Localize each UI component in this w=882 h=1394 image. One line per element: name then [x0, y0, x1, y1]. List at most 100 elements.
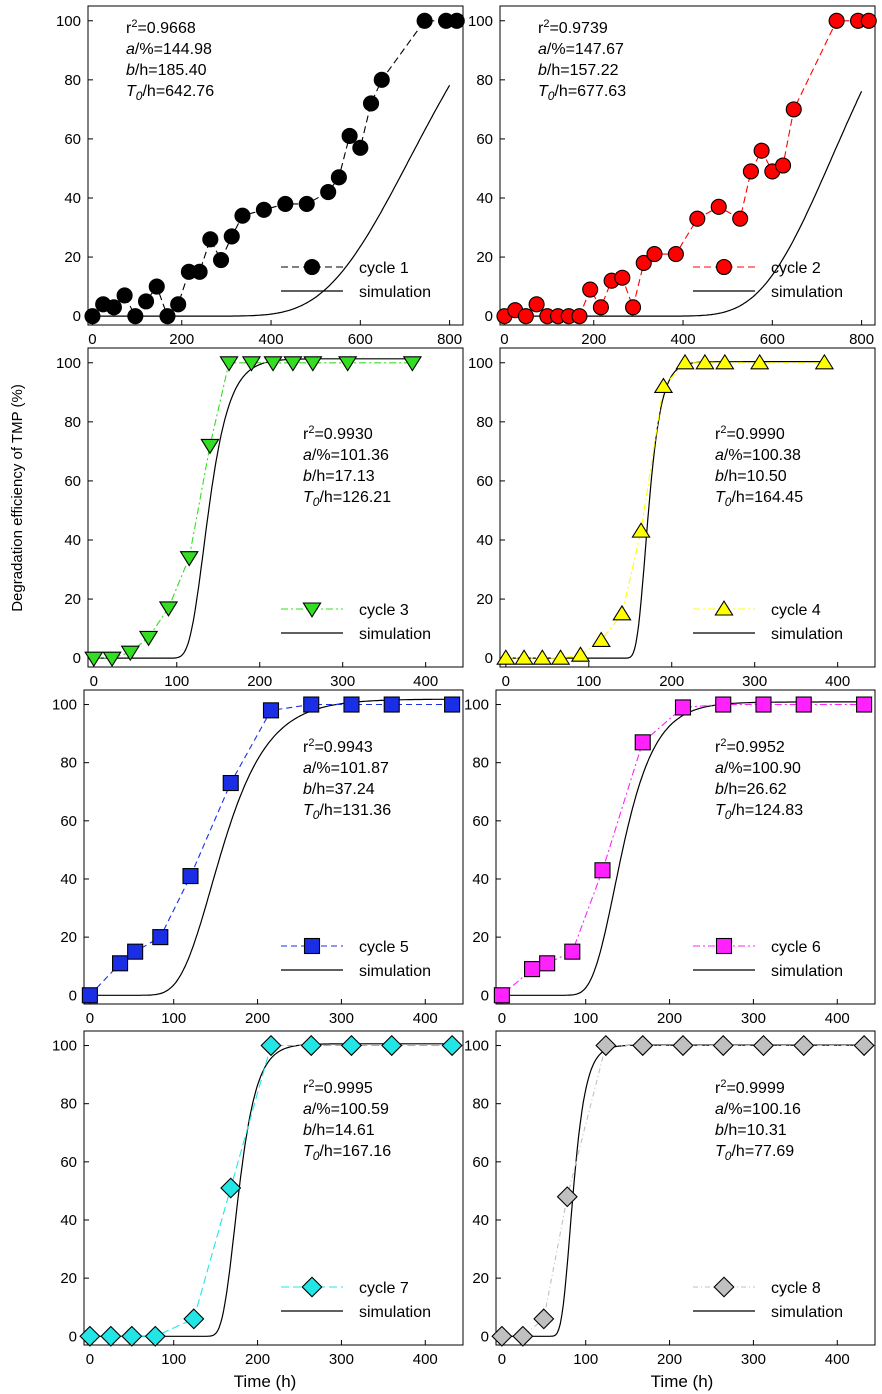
y-tick-label: 60 — [476, 131, 493, 148]
stat-r2-value: =0.9943 — [314, 739, 372, 756]
data-point — [514, 649, 534, 665]
data-point — [441, 1035, 463, 1057]
x-tick-label: 600 — [760, 331, 785, 348]
y-tick-label: 80 — [64, 72, 81, 89]
y-tick-label: 40 — [476, 532, 493, 549]
data-point — [320, 184, 337, 201]
data-point — [330, 169, 347, 186]
x-tick-label: 400 — [413, 673, 438, 690]
stat-value: /h=642.76 — [142, 83, 214, 100]
data-point — [612, 604, 632, 621]
stat-value: /h=677.63 — [554, 83, 626, 100]
stat-r2-value: =0.9739 — [549, 20, 607, 37]
stat-r2-superscript: 2 — [720, 1078, 726, 1090]
data-point — [416, 12, 433, 29]
y-tick-label: 60 — [60, 813, 77, 830]
stat-r2-value: =0.9999 — [726, 1080, 784, 1097]
x-tick-label: 100 — [573, 1351, 598, 1368]
data-point — [860, 12, 877, 29]
y-tick-label: 100 — [468, 355, 493, 372]
x-tick-label: 0 — [500, 331, 508, 348]
data-point — [550, 649, 571, 665]
y-tick-label: 0 — [69, 1328, 77, 1345]
stat-symbol: T — [303, 1143, 314, 1160]
data-point — [689, 210, 706, 227]
x-tick-label: 300 — [329, 1351, 354, 1368]
plot-frame — [83, 1030, 464, 1346]
data-point — [570, 646, 591, 662]
y-tick-label: 20 — [476, 249, 493, 266]
data-point — [635, 254, 652, 272]
stat-value: /%=100.90 — [724, 760, 801, 777]
data-point — [517, 308, 534, 325]
data-point — [595, 1035, 617, 1057]
data-point — [283, 356, 303, 372]
stat-t0: T0/h=124.83 — [715, 802, 803, 822]
stat-value: /h=26.62 — [724, 781, 787, 798]
y-tick-label: 60 — [472, 813, 489, 830]
stat-a: a/%=101.87 — [303, 760, 389, 777]
data-point — [592, 299, 609, 316]
y-tick-label: 100 — [52, 697, 77, 714]
stat-subscript: 0 — [725, 495, 732, 509]
stat-r2: r2=0.9739 — [538, 18, 608, 37]
x-tick-label: 200 — [581, 331, 606, 348]
y-tick-label: 60 — [64, 131, 81, 148]
y-tick-label: 20 — [64, 591, 81, 608]
data-point — [582, 281, 599, 298]
stat-a: a/%=101.36 — [303, 447, 389, 464]
x-tick-label: 400 — [671, 331, 696, 348]
data-point — [795, 696, 812, 713]
stat-r2: r2=0.9930 — [303, 424, 373, 443]
legend-label-series: cycle 5 — [359, 939, 409, 956]
data-point — [634, 734, 651, 751]
data-point — [182, 868, 199, 885]
stat-r2-superscript: 2 — [131, 18, 137, 30]
stat-symbol: a — [538, 41, 547, 58]
data-point — [632, 1035, 654, 1057]
stat-r2-value: =0.9930 — [314, 426, 372, 443]
data-point — [340, 1035, 363, 1057]
stat-value: /%=100.59 — [312, 1101, 389, 1118]
data-point — [158, 601, 179, 617]
data-point — [750, 353, 770, 370]
stat-subscript: 0 — [313, 495, 320, 509]
y-tick-label: 20 — [60, 929, 77, 946]
legend-marker — [715, 258, 733, 276]
data-point — [222, 774, 239, 792]
stat-value: /h=157.22 — [547, 62, 619, 79]
data-point — [793, 1035, 815, 1057]
y-tick-label: 40 — [64, 190, 81, 207]
stat-value: /h=77.69 — [731, 1143, 794, 1160]
data-point — [532, 649, 552, 665]
data-point — [715, 696, 732, 713]
x-tick-label: 400 — [825, 1010, 850, 1027]
stat-subscript: 0 — [136, 89, 143, 103]
data-point — [533, 1308, 555, 1330]
data-point — [352, 139, 369, 156]
data-point — [675, 353, 695, 370]
legend-label-series: cycle 2 — [771, 260, 821, 277]
data-point — [102, 651, 122, 668]
stat-b: b/h=26.62 — [715, 781, 787, 798]
stat-symbol: T — [303, 802, 314, 819]
stat-symbol: a — [303, 447, 312, 464]
y-tick-label: 80 — [472, 755, 489, 772]
stat-symbol: a — [303, 1101, 312, 1118]
y-tick-label: 20 — [60, 1270, 77, 1287]
x-tick-label: 300 — [741, 1351, 766, 1368]
legend-label-simulation: simulation — [359, 1304, 431, 1321]
stat-r2-value: =0.9995 — [314, 1080, 372, 1097]
stat-r2-superscript: 2 — [543, 18, 549, 30]
data-point — [183, 1308, 205, 1330]
legend-label-simulation: simulation — [359, 626, 431, 643]
x-tick-label: 400 — [825, 1351, 850, 1368]
stat-a: a/%=147.67 — [538, 41, 624, 58]
data-point — [571, 308, 588, 325]
data-point — [105, 299, 122, 316]
stat-b: b/h=10.31 — [715, 1122, 787, 1139]
data-point — [667, 246, 684, 263]
y-tick-label: 40 — [472, 1212, 489, 1229]
data-point — [752, 1035, 775, 1057]
